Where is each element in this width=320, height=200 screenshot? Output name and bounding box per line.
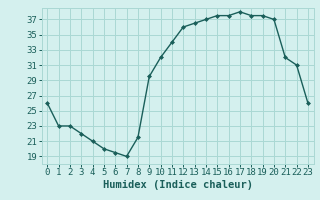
X-axis label: Humidex (Indice chaleur): Humidex (Indice chaleur) xyxy=(103,180,252,190)
